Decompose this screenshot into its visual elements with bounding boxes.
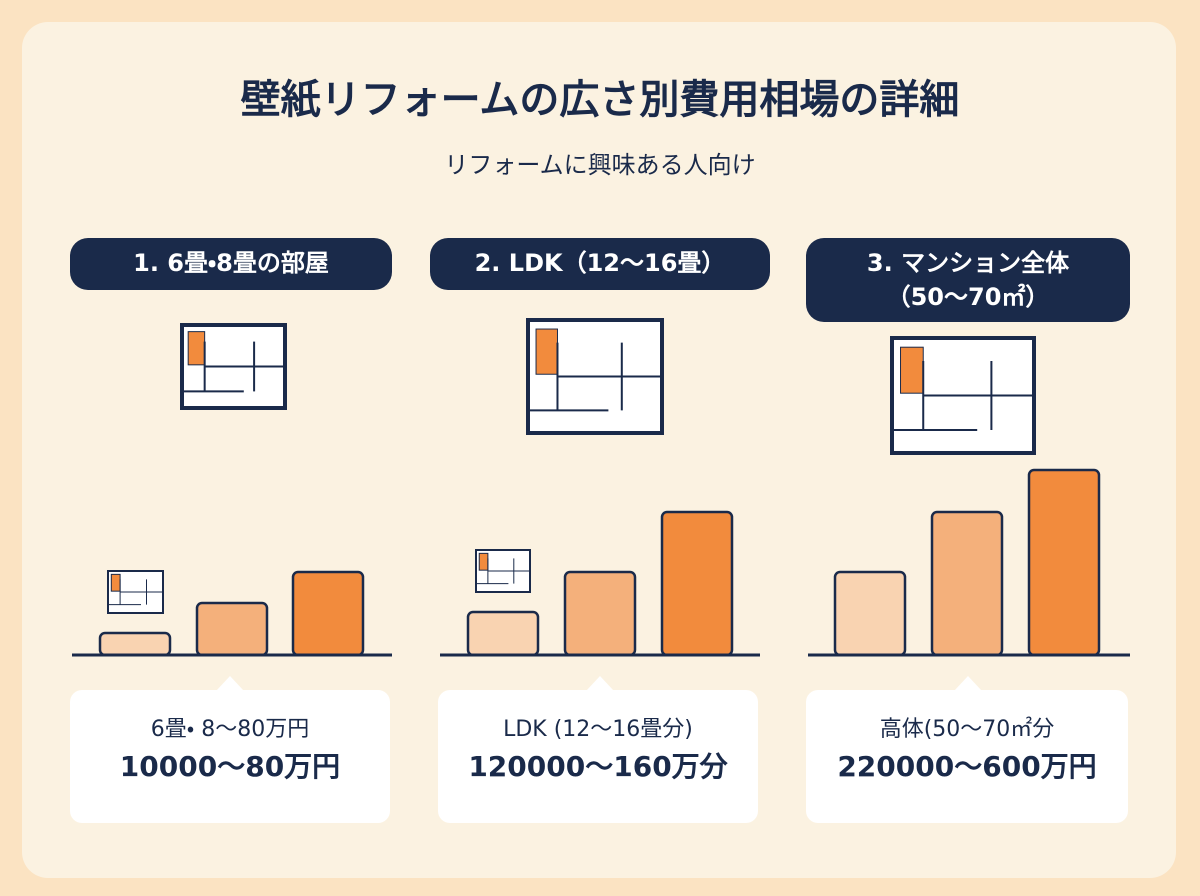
plan-room: [110, 573, 121, 592]
caption-box: [806, 690, 1128, 823]
bar: [291, 570, 365, 657]
bar: [833, 570, 907, 657]
plan-room: [187, 331, 206, 366]
panel-heading-bg: [806, 238, 1130, 322]
bar: [1027, 468, 1101, 657]
panel-heading-bg: [70, 238, 392, 290]
caption-line: 6畳・ 8〜80万円: [151, 717, 309, 742]
plan-room: [900, 346, 924, 394]
caption-pointer: [216, 676, 244, 691]
card: [22, 22, 1176, 878]
caption-box: [438, 690, 758, 823]
panel-heading: 3. マンション全体: [867, 249, 1070, 277]
bar: [195, 601, 269, 657]
caption-pointer: [586, 676, 614, 691]
title: 壁紙リフォームの広さ別費用相場の詳細: [240, 77, 960, 123]
bar: [660, 510, 734, 657]
caption-box: [70, 690, 390, 823]
caption-pointer: [954, 676, 982, 691]
plan-room: [478, 552, 489, 571]
bar: [930, 510, 1004, 657]
caption-line: LDK (12〜16畳分): [503, 717, 693, 742]
subtitle: リフォームに興味ある人向け: [444, 151, 755, 179]
panel-heading: 1. 6畳・8畳の部屋: [133, 249, 329, 277]
plan-room: [535, 328, 558, 375]
caption-amount: 120000〜160万分: [468, 750, 728, 783]
bar: [98, 631, 172, 657]
bar: [563, 570, 637, 657]
panel-heading: （50〜70㎡）: [887, 283, 1050, 311]
bar: [466, 610, 540, 657]
caption-line: 高体(50〜70㎡分: [880, 716, 1055, 742]
panel-heading: 2. LDK（12〜16畳）: [475, 249, 726, 277]
caption-amount: 220000〜600万円: [837, 750, 1096, 783]
caption-amount: 10000〜80万円: [120, 750, 340, 783]
panel-heading-bg: [430, 238, 770, 290]
